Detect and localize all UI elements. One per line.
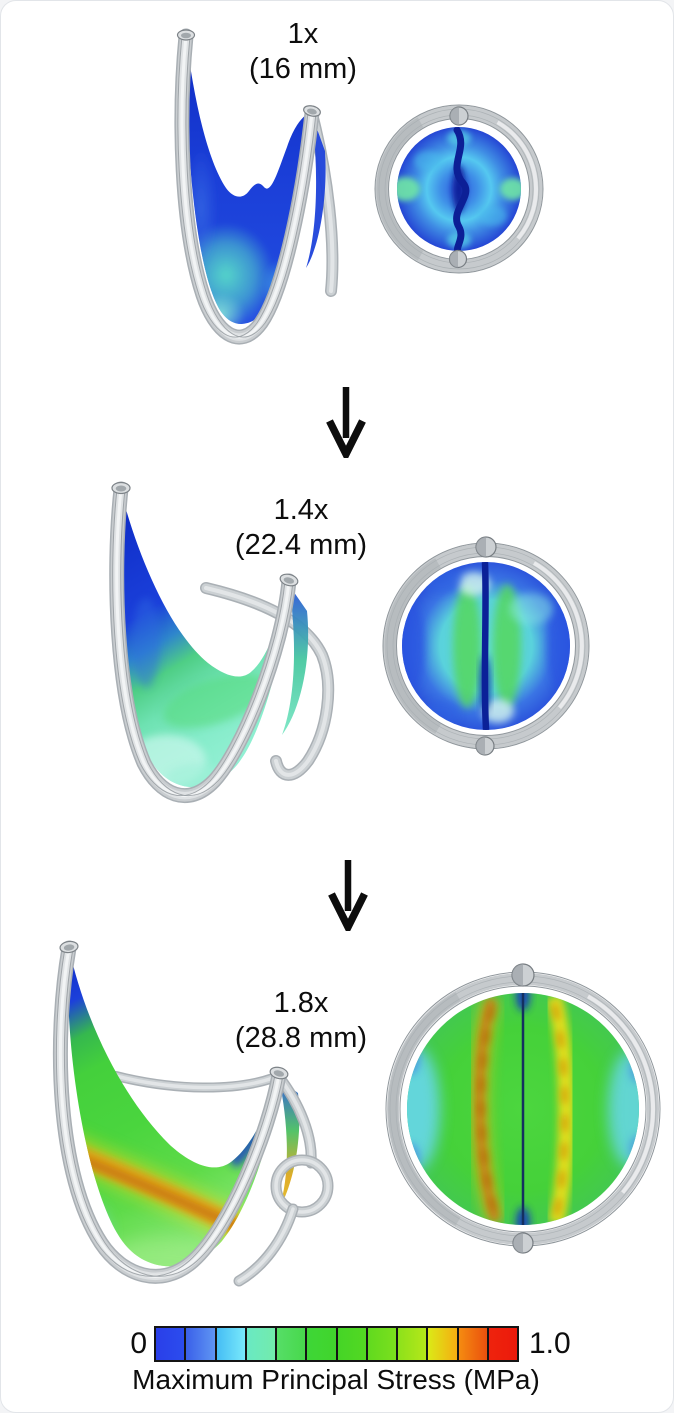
- scale-label-1x: 1x (16 mm): [193, 17, 413, 87]
- valve-top-view-1-8x: [376, 959, 671, 1259]
- valve-top-view-1x: [373, 101, 548, 276]
- valve-side-view-1x: [131, 23, 356, 368]
- colorbar-segment: [244, 1328, 275, 1360]
- scale-label-1-8x: 1.8x (28.8 mm): [191, 986, 411, 1056]
- frame-post-openings: [111, 481, 299, 587]
- diameter-value: (22.4 mm): [234, 529, 368, 561]
- arrow-down-icon: [326, 857, 370, 931]
- colorbar-segment: [365, 1328, 396, 1360]
- valve-top-view-1-4x: [371, 529, 601, 764]
- valve-side-view-1-4x: [56, 463, 356, 813]
- colorbar-max-label: 1.0: [529, 1327, 571, 1360]
- scale-value: 1.4x: [273, 494, 329, 526]
- arrow-down-icon: [324, 384, 368, 458]
- colorbar-title: Maximum Principal Stress (MPa): [132, 1364, 540, 1395]
- colorbar-segment: [156, 1328, 185, 1360]
- colorbar-segment: [305, 1328, 336, 1360]
- colorbar-segment: [426, 1328, 457, 1360]
- colorbar-segment: [396, 1328, 427, 1360]
- colorbar-segment: [456, 1328, 487, 1360]
- colorbar-segment: [184, 1328, 215, 1360]
- scale-value: 1.8x: [273, 987, 329, 1019]
- colorbar-min-label: 0: [130, 1327, 147, 1360]
- frame-post-openings: [176, 29, 321, 117]
- colorbar-segment: [486, 1328, 517, 1360]
- colorbar-segment: [214, 1328, 245, 1360]
- frame-post-openings: [59, 940, 289, 1080]
- valve-side-view-1-8x: [11, 931, 351, 1291]
- frame-posts: [511, 963, 535, 1254]
- diameter-value: (28.8 mm): [234, 1022, 368, 1054]
- colorbar: [154, 1326, 519, 1362]
- scale-value: 1x: [287, 18, 319, 50]
- frame-posts: [475, 536, 497, 756]
- diameter-value: (16 mm): [249, 53, 357, 85]
- colorbar-segment: [275, 1328, 306, 1360]
- scale-label-1-4x: 1.4x (22.4 mm): [191, 493, 411, 563]
- frame-posts: [448, 106, 469, 269]
- colorbar-segment: [335, 1328, 366, 1360]
